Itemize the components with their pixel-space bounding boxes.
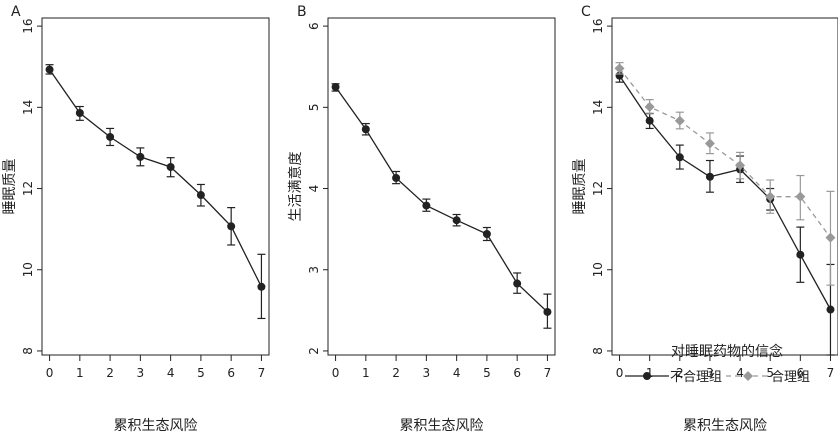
data-series-2 (614, 62, 836, 286)
y-tick-label: 16 (21, 18, 35, 33)
plot-frame (327, 17, 556, 356)
x-tick-label: 6 (227, 366, 235, 380)
x-tick-label: 2 (676, 366, 684, 380)
legend-label: 合理组 (771, 370, 810, 385)
data-point (705, 172, 714, 181)
x-tick-label: 6 (797, 366, 805, 380)
x-tick-label: 5 (483, 366, 491, 380)
y-tick-label: 12 (21, 181, 35, 196)
x-tick-label: 5 (766, 366, 774, 380)
y-tick-label: 5 (307, 104, 321, 112)
x-axis-title: 累积生态风险 (400, 418, 484, 434)
data-point (452, 216, 461, 225)
data-point (392, 173, 401, 182)
panel-label: A (11, 4, 21, 20)
series-line (49, 69, 262, 288)
x-tick-label: 2 (392, 366, 400, 380)
data-series-1 (331, 83, 552, 329)
data-point (644, 101, 655, 112)
x-tick-label: 4 (453, 366, 461, 380)
x-tick-label: 1 (646, 366, 654, 380)
plot-frame (611, 17, 838, 356)
panel-label: B (297, 4, 307, 20)
x-axis-title: 累积生态风险 (114, 418, 198, 434)
y-tick-label: 14 (591, 100, 605, 115)
legend-title: 对睡眠药物的信念 (671, 343, 783, 360)
data-point (361, 125, 370, 134)
x-tick-label: 1 (362, 366, 370, 380)
data-point (765, 191, 776, 202)
x-tick-label: 0 (332, 366, 340, 380)
data-point (331, 83, 340, 92)
data-point (795, 191, 806, 202)
x-tick-label: 4 (736, 366, 744, 380)
chart-panel-b: B 2 3 4 5 6 0 1 2 3 4 5 6 7 累积生态风险 生活满意度 (287, 4, 556, 434)
data-point (735, 160, 746, 171)
x-tick-label: 7 (544, 366, 552, 380)
y-tick-label: 10 (591, 262, 605, 277)
data-series-1 (615, 68, 835, 356)
y-tick-label: 12 (591, 181, 605, 196)
x-tick-label: 6 (513, 366, 521, 380)
data-point (257, 282, 266, 291)
data-point (674, 115, 685, 126)
series-line (618, 67, 832, 239)
series-line (618, 75, 832, 310)
legend-marker (643, 372, 651, 380)
data-point (614, 63, 625, 74)
y-axis-title: 睡眠质量 (2, 159, 18, 215)
data-point (227, 222, 236, 231)
y-axis-title: 生活满意度 (287, 152, 304, 222)
data-point (75, 109, 84, 118)
data-point (796, 250, 805, 259)
data-point (675, 153, 684, 162)
x-tick-label: 3 (137, 366, 145, 380)
legend-marker (743, 371, 754, 381)
y-tick-label: 2 (307, 347, 321, 355)
data-point (704, 138, 715, 149)
data-point (482, 230, 491, 239)
plot-frame (41, 17, 270, 356)
x-tick-label: 1 (76, 366, 84, 380)
legend-label: 不合理组 (670, 370, 722, 385)
data-point (166, 163, 175, 172)
y-axis-title: 睡眠质量 (572, 159, 588, 215)
y-tick-label: 8 (21, 347, 35, 355)
y-tick-label: 8 (591, 347, 605, 355)
x-tick-label: 0 (616, 366, 624, 380)
data-point (825, 232, 836, 243)
x-tick-label: 2 (106, 366, 114, 380)
y-tick-label: 14 (21, 100, 35, 115)
x-tick-label: 7 (258, 366, 266, 380)
x-tick-label: 0 (46, 366, 54, 380)
data-point (543, 307, 552, 316)
data-point (196, 191, 205, 200)
x-tick-label: 3 (706, 366, 714, 380)
data-point (826, 305, 835, 314)
x-tick-label: 7 (827, 366, 835, 380)
y-tick-label: 10 (21, 262, 35, 277)
x-axis-title: 累积生态风险 (683, 418, 767, 434)
data-series-1 (45, 64, 266, 320)
data-point (645, 116, 654, 125)
y-tick-label: 3 (307, 266, 321, 274)
data-point (513, 279, 522, 288)
data-point (136, 152, 145, 161)
x-tick-label: 4 (167, 366, 175, 380)
y-tick-label: 16 (591, 18, 605, 33)
x-tick-label: 3 (423, 366, 431, 380)
y-tick-label: 4 (307, 185, 321, 193)
data-point (422, 201, 431, 210)
series-line (335, 86, 548, 313)
y-tick-label: 6 (307, 22, 321, 30)
data-point (45, 65, 54, 74)
panel-label: C (581, 4, 591, 20)
x-tick-label: 5 (197, 366, 205, 380)
data-point (106, 132, 115, 141)
